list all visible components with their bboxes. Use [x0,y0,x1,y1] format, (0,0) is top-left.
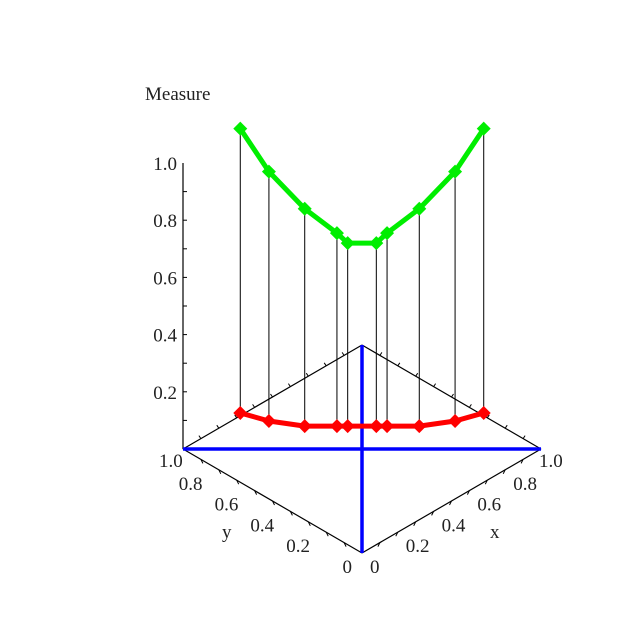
y-tick [289,511,293,516]
x-tick-label: 1.0 [539,451,563,472]
y-tick-label: 0.6 [215,495,239,516]
back-tick [468,404,472,408]
x-tick-label: 0.4 [442,515,466,536]
x-tick [449,500,452,506]
x-tick [502,469,506,475]
y-tick [343,542,347,547]
data-point [340,236,355,251]
back-tick [198,435,202,439]
x-axis-title: x [490,522,500,543]
x-tick-label: 0 [370,557,380,578]
back-tick [287,383,291,387]
data-point [261,413,276,428]
y-tick [272,500,275,506]
x-tick-label: 0.2 [406,536,430,557]
back-tick [397,362,401,367]
back-tick [451,393,454,398]
x-tick [413,521,417,527]
data-point [380,419,395,434]
data-point [369,419,384,434]
back-tick [323,362,327,367]
z-tick-label: 0.4 [153,326,177,347]
y-tick [307,521,311,527]
x-tick [466,490,470,495]
y-tick-label: 0.2 [286,536,310,557]
data-point [340,419,355,434]
y-tick [254,490,258,495]
y-tick [325,531,329,537]
data-point [448,164,463,179]
y-tick [218,469,222,475]
back-tick [341,352,345,356]
data-point [329,419,344,434]
data-point [476,405,491,420]
y-tick-label: 1.0 [159,451,183,472]
x-tick [520,459,524,464]
z-tick-label: 1.0 [153,154,177,175]
back-tick [234,414,238,419]
x-tick [431,511,435,516]
x-tick [484,479,488,485]
back-tick [252,404,256,408]
x-tick [395,531,399,537]
back-tick [305,372,309,377]
data-point [233,121,248,136]
back-tick [522,435,526,439]
z-axis-title: Measure [145,84,210,105]
y-tick-label: 0 [343,557,353,578]
back-tick [433,383,437,387]
data-point [369,236,384,251]
y-axis-title: y [222,522,232,543]
back-tick [270,393,273,398]
back-tick [379,352,383,356]
x-tick [377,542,381,547]
z-tick-label: 0.8 [153,211,177,232]
z-tick-label: 0.6 [153,268,177,289]
data-point [297,419,312,434]
data-point [412,419,427,434]
back-tick [486,414,490,419]
x-tick-label: 0.8 [513,474,537,495]
z-tick-label: 0.2 [153,383,177,404]
series-line-0 [238,127,486,246]
series-line-1 [239,410,485,429]
y-tick-label: 0.8 [179,474,203,495]
y-tick [236,479,240,485]
data-point [412,201,427,216]
data-point [261,164,276,179]
back-tick [216,424,220,429]
data-point [380,226,395,241]
data-point [297,201,312,216]
data-point [476,121,491,136]
y-tick-label: 0.4 [250,515,274,536]
back-tick [504,424,508,429]
back-tick [415,372,419,377]
x-tick-label: 0.6 [477,495,501,516]
data-point [448,413,463,428]
data-point [329,226,344,241]
y-tick [200,459,204,464]
data-point [233,405,248,420]
